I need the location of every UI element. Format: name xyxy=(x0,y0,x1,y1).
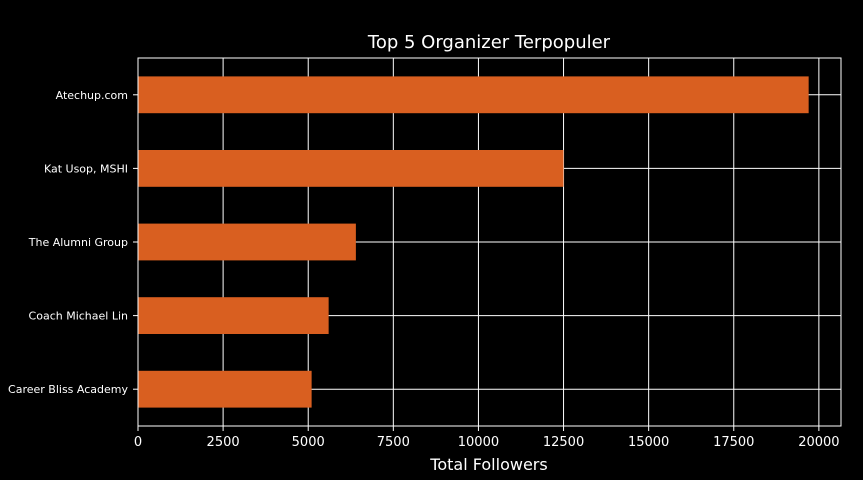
x-tick-label: 20000 xyxy=(798,435,839,450)
x-tick-label: 5000 xyxy=(292,435,325,450)
y-tick-label: Kat Usop, MSHI xyxy=(44,162,128,175)
x-tick-labels: 0 2500 5000 7500 10000 12500 15000 17500 20000 xyxy=(134,426,840,450)
y-tick-label: The Alumni Group xyxy=(28,236,128,249)
bar xyxy=(138,150,564,187)
bar xyxy=(138,223,356,261)
x-tick-label: 17500 xyxy=(713,435,754,450)
x-tick-label: 15000 xyxy=(628,435,669,450)
x-tick-label: 10000 xyxy=(458,435,499,450)
x-axis-label: Total Followers xyxy=(429,455,547,474)
bar xyxy=(138,76,809,114)
y-tick-label: Atechup.com xyxy=(56,89,128,102)
x-tick-label: 2500 xyxy=(207,435,240,450)
bar xyxy=(138,297,329,334)
y-tick-labels: Atechup.com Kat Usop, MSHI The Alumni Grou… xyxy=(8,89,138,396)
x-tick-label: 12500 xyxy=(543,435,584,450)
x-tick-label: 0 xyxy=(134,435,142,450)
chart-title: Top 5 Organizer Terpopuler xyxy=(367,32,611,53)
bar xyxy=(138,370,312,408)
bars xyxy=(138,76,809,408)
x-tick-label: 7500 xyxy=(377,435,410,450)
y-tick-label: Coach Michael Lin xyxy=(29,310,128,323)
y-tick-label: Career Bliss Academy xyxy=(8,383,128,396)
